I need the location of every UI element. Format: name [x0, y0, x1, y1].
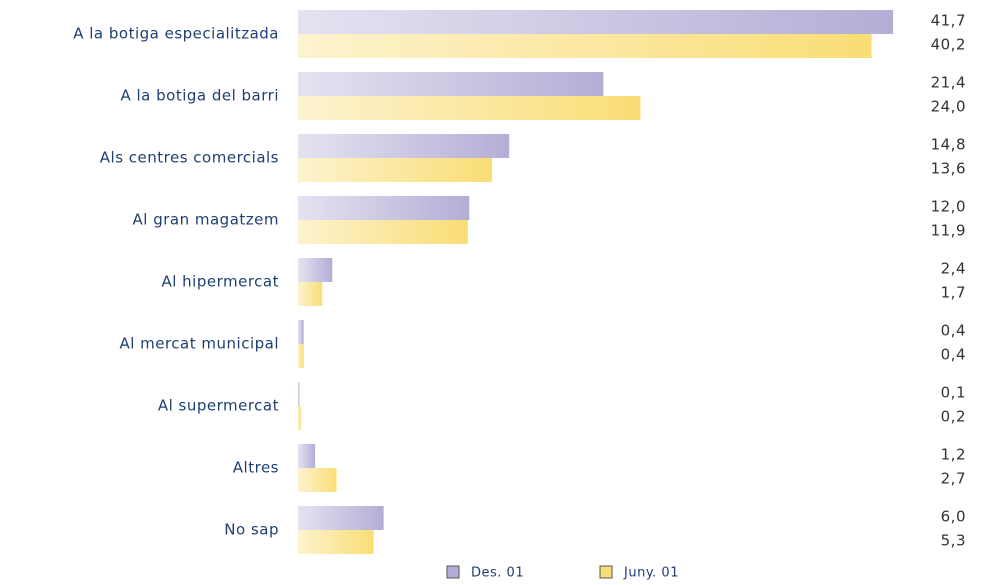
- category-label: A la botiga del barri: [120, 87, 279, 105]
- legend-label: Des. 01: [471, 566, 524, 581]
- bar: [298, 34, 872, 58]
- legend-label: Juny. 01: [623, 566, 679, 581]
- bar: [298, 382, 300, 406]
- value-label: 2,7: [941, 470, 966, 488]
- value-label: 2,4: [941, 260, 966, 278]
- bar: [298, 10, 894, 34]
- value-label: 24,0: [931, 98, 966, 116]
- bar: [298, 406, 301, 430]
- value-label: 41,7: [931, 12, 966, 30]
- bar: [298, 258, 333, 282]
- value-label: 0,1: [941, 384, 966, 402]
- value-label: 14,8: [931, 136, 966, 154]
- value-label: 13,6: [931, 160, 966, 178]
- value-label: 21,4: [931, 74, 966, 92]
- bar: [298, 506, 384, 530]
- category-label: Al mercat municipal: [119, 335, 279, 353]
- bar: [298, 344, 304, 368]
- value-label: 0,4: [941, 322, 966, 340]
- category-label: Al supermercat: [158, 397, 279, 415]
- bar: [298, 220, 468, 244]
- category-label: Als centres comercials: [100, 149, 279, 167]
- bar: [298, 320, 304, 344]
- bar: [298, 196, 470, 220]
- bar: [298, 96, 641, 120]
- bar: [298, 444, 316, 468]
- value-label: 11,9: [931, 222, 966, 240]
- bar: [298, 134, 510, 158]
- value-label: 0,2: [941, 408, 966, 426]
- bar: [298, 468, 337, 492]
- category-label: No sap: [224, 521, 279, 539]
- legend-swatch: [599, 565, 613, 579]
- category-label: Altres: [233, 459, 279, 477]
- category-label: Al gran magatzem: [133, 211, 279, 229]
- value-label: 1,2: [941, 446, 966, 464]
- bar: [298, 530, 374, 554]
- value-label: 1,7: [941, 284, 966, 302]
- bar: [298, 72, 604, 96]
- value-label: 0,4: [941, 346, 966, 364]
- legend-swatch: [446, 565, 460, 579]
- category-label: Al hipermercat: [161, 273, 279, 291]
- value-label: 40,2: [931, 36, 966, 54]
- value-label: 5,3: [941, 532, 966, 550]
- category-label: A la botiga especialitzada: [73, 25, 279, 43]
- bar: [298, 158, 493, 182]
- value-label: 6,0: [941, 508, 966, 526]
- bar: [298, 282, 323, 306]
- value-label: 12,0: [931, 198, 966, 216]
